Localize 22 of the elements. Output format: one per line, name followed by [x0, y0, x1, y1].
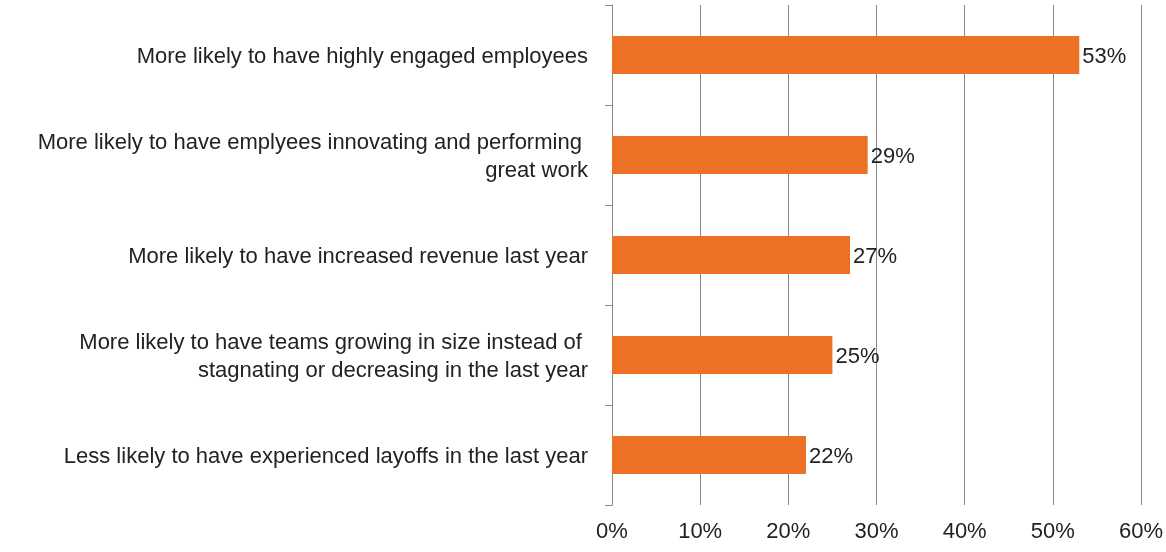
bar [612, 436, 806, 474]
x-tick-label: 0% [596, 517, 628, 543]
x-tick-label: 60% [1118, 517, 1164, 543]
y-tick-label: More likely to have increased revenue last year [128, 242, 588, 268]
y-tick-label: More likely to have teams growing in size instead of stagnating or decreasing in the last year [79, 328, 588, 382]
bar [612, 136, 868, 174]
bar [612, 336, 833, 374]
x-tick-label: 40% [942, 517, 987, 543]
x-tick-label: 10% [678, 517, 723, 543]
data-label: 22% [808, 442, 854, 468]
data-label: 53% [1082, 42, 1127, 68]
y-tick-label: More likely to have emplyees innovating and performing great work [37, 128, 589, 182]
x-tick-label: 30% [854, 517, 899, 543]
bar [612, 36, 1080, 74]
data-label: 29% [870, 142, 915, 168]
bar [612, 236, 851, 274]
y-tick-label: More likely to have highly engaged employees [136, 42, 588, 68]
y-tick-label: Less likely to have experienced layoffs in the last year [63, 442, 588, 468]
x-tick-label: 50% [1030, 517, 1075, 543]
data-label: 25% [835, 342, 880, 368]
x-tick-label: 20% [766, 517, 811, 543]
data-label: 27% [853, 242, 898, 268]
